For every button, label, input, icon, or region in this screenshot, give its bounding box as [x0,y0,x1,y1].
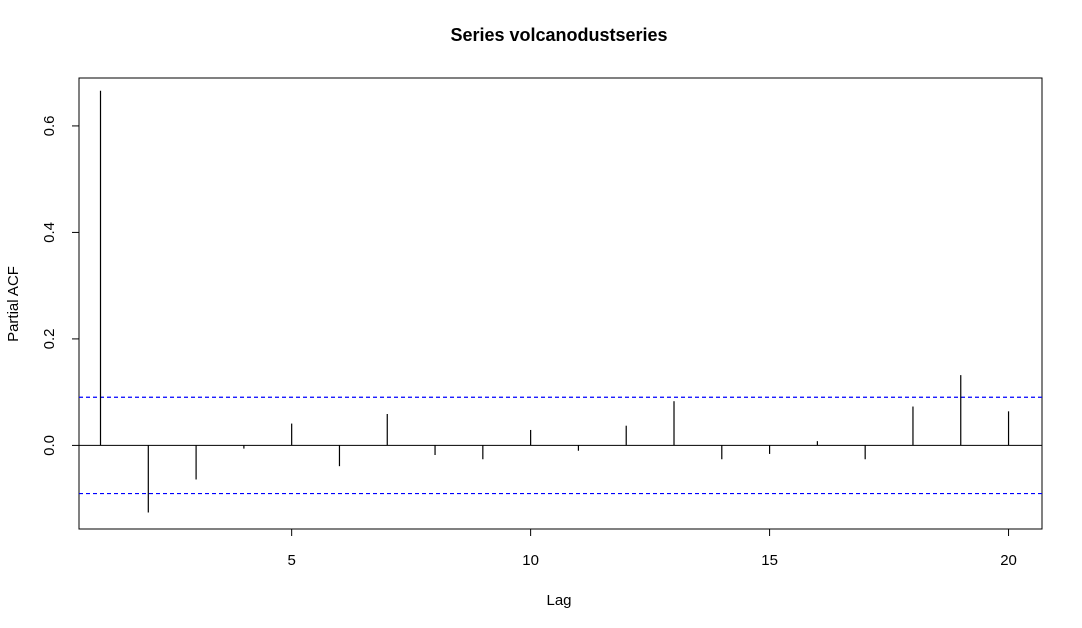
plot-frame [78,77,1043,530]
y-tick-label: 0.4 [41,222,58,243]
chart-title: Series volcanodustseries [450,25,667,45]
x-tick-label: 20 [1000,552,1017,569]
x-axis-label: Lag [546,592,571,609]
y-axis-label: Partial ACF [5,266,22,342]
y-tick-label: 0.2 [41,328,58,349]
x-tick-label: 5 [288,552,296,569]
y-tick-label: 0.0 [41,435,58,456]
x-tick-label: 10 [522,552,539,569]
y-tick-label: 0.6 [41,115,58,136]
x-tick-label: 15 [761,552,778,569]
chart-marks: 5 10 15 20 0.0 0.2 0.4 0.6 [41,90,1042,569]
